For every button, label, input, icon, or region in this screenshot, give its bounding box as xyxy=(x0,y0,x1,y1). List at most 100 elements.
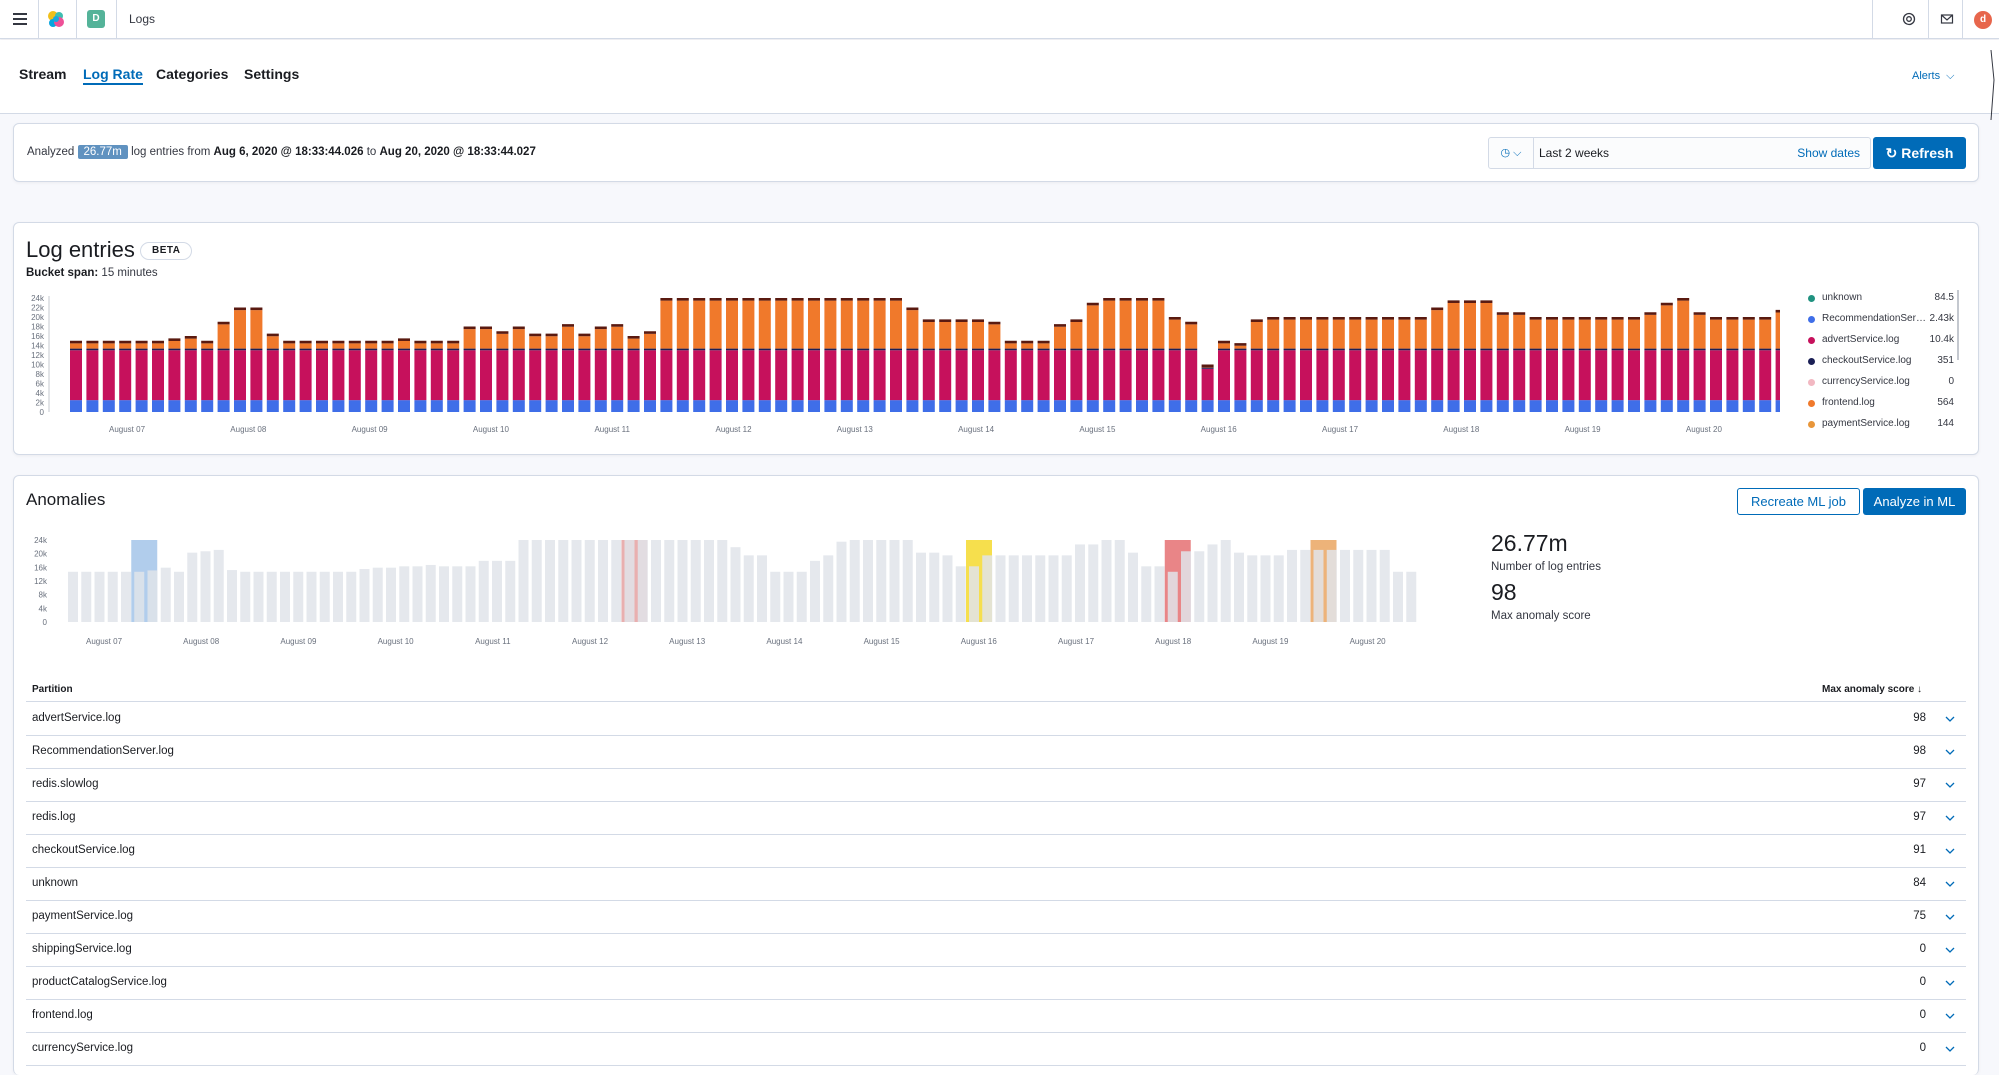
legend-item[interactable]: frontend.log 564 xyxy=(1808,397,1958,411)
partition-name: paymentService.log xyxy=(32,910,133,922)
breadcrumb: Logs xyxy=(129,12,156,26)
table-row[interactable]: productCatalogService.log 0 xyxy=(26,967,1966,1000)
legend-item[interactable]: checkoutService.log 351 xyxy=(1808,355,1958,369)
bar-segment xyxy=(660,298,673,301)
bar-segment xyxy=(1480,348,1493,351)
expand-row-icon[interactable] xyxy=(1944,1043,1956,1055)
bar-segment xyxy=(316,348,328,351)
x-tick-label: August 08 xyxy=(183,637,220,646)
tab-settings[interactable]: Settings xyxy=(244,66,300,82)
refresh-button[interactable]: ↻ Refresh xyxy=(1873,137,1966,169)
bar-segment xyxy=(1595,400,1608,412)
legend-item[interactable]: advertService.log 10.4k xyxy=(1808,334,1958,348)
elastic-logo[interactable] xyxy=(45,8,67,30)
tab-stream[interactable]: Stream xyxy=(19,66,67,82)
bar-segment xyxy=(758,298,771,301)
expand-row-icon[interactable] xyxy=(1944,944,1956,956)
legend-name: advertService.log xyxy=(1822,334,1900,345)
expand-row-icon[interactable] xyxy=(1944,779,1956,791)
bar-segment xyxy=(348,348,361,351)
newsfeed-icon[interactable] xyxy=(1940,12,1954,26)
expand-row-icon[interactable] xyxy=(1944,713,1956,725)
table-row[interactable]: redis.log 97 xyxy=(26,802,1966,835)
expand-row-icon[interactable] xyxy=(1944,845,1956,857)
bar-segment xyxy=(1562,400,1575,412)
legend-scrollbar[interactable] xyxy=(1957,290,1959,360)
bar xyxy=(1247,555,1258,622)
expand-row-icon[interactable] xyxy=(1944,746,1956,758)
table-row[interactable]: checkoutService.log 91 xyxy=(26,835,1966,868)
bar-segment xyxy=(447,348,460,351)
score-column-header[interactable]: Max anomaly score ↓ xyxy=(1822,684,1922,695)
table-row[interactable]: paymentService.log 75 xyxy=(26,901,1966,934)
bar-segment xyxy=(1103,348,1116,351)
tab-categories[interactable]: Categories xyxy=(156,66,229,82)
table-row[interactable]: unknown 84 xyxy=(26,868,1966,901)
page-scrollbar[interactable] xyxy=(1988,40,1996,1070)
bar-segment xyxy=(1185,400,1198,412)
show-dates-link[interactable]: Show dates xyxy=(1797,146,1860,160)
bar-segment xyxy=(1628,317,1640,320)
table-row[interactable]: frontend.log 0 xyxy=(26,1000,1966,1033)
expand-row-icon[interactable] xyxy=(1944,977,1956,989)
analyze-in-ml-button[interactable]: Analyze in ML xyxy=(1863,488,1966,515)
expand-row-icon[interactable] xyxy=(1944,1010,1956,1022)
bar-segment xyxy=(611,400,624,412)
recreate-ml-job-button[interactable]: Recreate ML job xyxy=(1737,488,1860,515)
bar-segment xyxy=(1218,348,1230,351)
legend-item[interactable]: RecommendationServer.log2.43k xyxy=(1808,313,1958,327)
y-tick-label: 0 xyxy=(43,618,48,627)
quick-select-button[interactable]: ◷ ⌵ xyxy=(1489,138,1534,168)
bar-segment xyxy=(644,400,656,412)
bar-segment xyxy=(266,400,279,412)
bar-segment xyxy=(1054,350,1066,401)
space-avatar[interactable]: D xyxy=(87,10,105,28)
bar-segment xyxy=(1086,350,1099,401)
table-row[interactable]: advertService.log 98 xyxy=(26,703,1966,736)
date-range-label[interactable]: Last 2 weeks xyxy=(1539,146,1610,160)
bar-segment xyxy=(1054,400,1066,412)
tab-log-rate[interactable]: Log Rate xyxy=(83,66,143,85)
bar-segment xyxy=(1710,400,1722,412)
bar-segment xyxy=(496,400,509,412)
bar-segment xyxy=(758,350,771,401)
chevron-down-icon: ⌵ xyxy=(1513,147,1522,159)
bar-segment xyxy=(1119,300,1132,349)
bar-segment xyxy=(1578,319,1591,349)
legend-value: 10.4k xyxy=(1929,334,1954,345)
bar-segment xyxy=(660,300,673,349)
user-avatar[interactable]: d xyxy=(1974,11,1992,29)
legend-item[interactable]: currencyService.log 0 xyxy=(1808,376,1958,390)
table-row[interactable]: currencyService.log 0 xyxy=(26,1033,1966,1066)
bar-segment xyxy=(545,333,558,337)
bar-segment xyxy=(1316,319,1329,349)
bar-segment xyxy=(1316,350,1329,401)
bar-segment xyxy=(1021,348,1034,351)
legend-item[interactable]: unknown 84.5 xyxy=(1808,292,1958,306)
bar xyxy=(1300,549,1311,622)
chevron-down-icon: ⌵ xyxy=(1946,70,1955,82)
table-row[interactable]: shippingService.log 0 xyxy=(26,934,1966,967)
expand-row-icon[interactable] xyxy=(1944,911,1956,923)
anomalies-chart[interactable]: 0 4k 8k 12k 16k 20k 24k August 07 August 08 Augus… xyxy=(20,532,1450,652)
bar-segment xyxy=(1300,319,1312,349)
x-tick-label: August 10 xyxy=(378,637,415,646)
bar-segment xyxy=(890,300,902,349)
bar-segment xyxy=(250,307,263,311)
expand-row-icon[interactable] xyxy=(1944,878,1956,890)
help-icon[interactable] xyxy=(1902,12,1916,26)
bar-segment xyxy=(398,338,410,341)
menu-icon[interactable] xyxy=(13,13,27,25)
bar-segment xyxy=(742,300,755,349)
legend-item[interactable]: paymentService.log 144 xyxy=(1808,418,1958,432)
y-tick-label: 10k xyxy=(31,361,45,370)
expand-row-icon[interactable] xyxy=(1944,812,1956,824)
x-tick-label: August 11 xyxy=(594,425,630,434)
partition-column-header[interactable]: Partition xyxy=(32,684,73,695)
bar-segment xyxy=(824,400,837,412)
bar-segment xyxy=(939,348,952,351)
table-row[interactable]: redis.slowlog 97 xyxy=(26,769,1966,802)
table-row[interactable]: RecommendationServer.log 98 xyxy=(26,736,1966,769)
alerts-menu[interactable]: Alerts ⌵ xyxy=(1912,66,1954,83)
